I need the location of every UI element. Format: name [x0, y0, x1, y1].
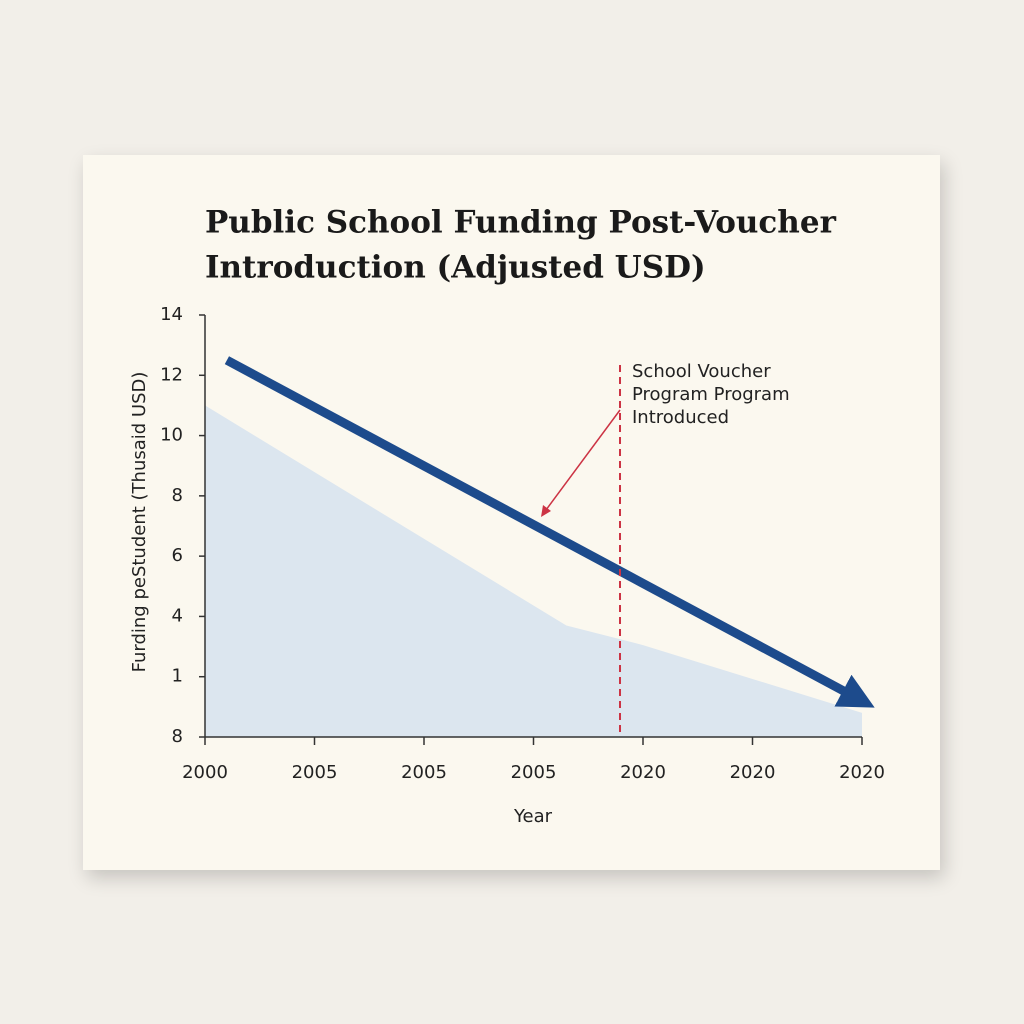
y-tick-label: 4	[172, 605, 183, 626]
y-tick-label: 6	[172, 545, 183, 566]
y-tick-label: 10	[160, 425, 183, 446]
x-tick-label: 2000	[182, 762, 228, 783]
annotation-arrowhead	[541, 505, 551, 517]
x-tick-label: 2005	[511, 762, 557, 783]
y-tick-label: 8	[172, 726, 183, 747]
y-tick-label: 14	[160, 304, 183, 325]
trend-arrow	[224, 356, 875, 708]
y-tick-label: 12	[160, 364, 183, 385]
chart-title: Public School Funding Post-Voucher	[205, 205, 837, 241]
y-axis-label: Furding peStudent (Thusaid USD)	[129, 372, 150, 673]
x-tick-label: 2020	[839, 762, 885, 783]
annotation-arrow	[542, 409, 621, 515]
x-tick-label: 2005	[292, 762, 338, 783]
x-tick-label: 2020	[730, 762, 776, 783]
x-axis-label: Year	[513, 806, 553, 827]
area	[205, 405, 862, 737]
annotation-text: Program Program	[632, 384, 790, 405]
y-tick-label: 1	[172, 666, 183, 687]
annotation-text: Introduced	[632, 407, 729, 428]
chart-title: Introduction (Adjusted USD)	[205, 250, 706, 286]
x-tick-label: 2020	[620, 762, 666, 783]
x-tick-label: 2005	[401, 762, 447, 783]
annotation-text: School Voucher	[632, 361, 771, 382]
y-tick-label: 8	[172, 485, 183, 506]
